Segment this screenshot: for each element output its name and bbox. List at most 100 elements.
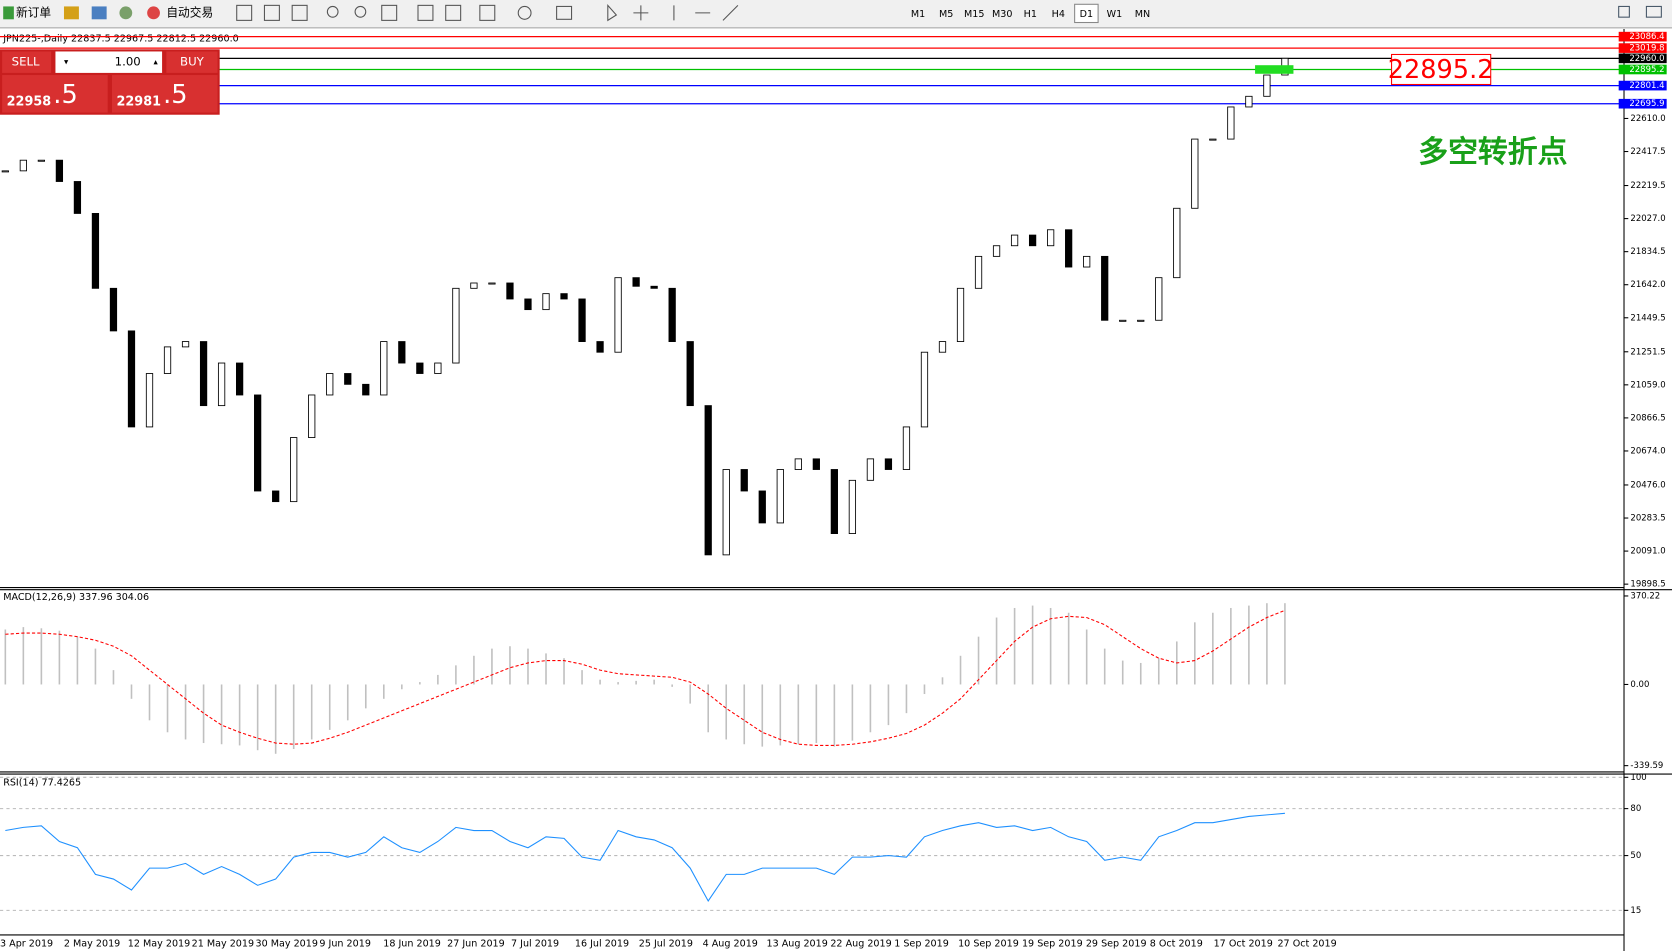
candle [1065, 229, 1073, 268]
bid-box[interactable] [2, 75, 108, 113]
y-tick-label: 20283.5 [1630, 514, 1665, 524]
timeframe-button[interactable]: H1 [1024, 9, 1037, 20]
icon[interactable] [63, 6, 79, 20]
chart-header: JPN225-,Daily 22837.5 22967.5 22812.5 22… [2, 34, 239, 45]
x-tick-label: 22 Aug 2019 [830, 938, 891, 949]
y-tick-label: 21834.5 [1630, 247, 1665, 257]
buy-button[interactable] [166, 51, 218, 73]
y-tick-label: 21251.5 [1630, 347, 1665, 357]
candle [1047, 229, 1055, 247]
annotation: 多空转折点 [1418, 135, 1567, 170]
level-tag [1618, 31, 1667, 42]
candle [1155, 277, 1163, 321]
candle [37, 159, 46, 162]
level-label: 22895.2 [1629, 65, 1664, 75]
level-label: 23086.4 [1629, 32, 1664, 42]
timeframe-button[interactable]: M5 [939, 9, 953, 20]
buy-label[interactable]: BUY [180, 55, 205, 69]
new-order-icon[interactable] [3, 6, 14, 20]
search-icon[interactable] [1618, 5, 1630, 18]
lots-up[interactable]: ▴ [154, 58, 159, 68]
candle [254, 394, 262, 492]
candle [326, 373, 334, 396]
y-tick-label: 22610.0 [1630, 114, 1665, 124]
sell-button[interactable] [2, 51, 52, 73]
y-tick-label: 15 [1630, 906, 1641, 916]
candle [848, 479, 857, 534]
candle [902, 426, 911, 470]
candle [290, 437, 298, 503]
icon[interactable] [119, 6, 133, 20]
timeframe-button[interactable]: M15 [964, 9, 984, 20]
candle [920, 351, 929, 428]
timeframe-button[interactable]: W1 [1107, 9, 1123, 20]
bid-pips[interactable]: .5 [53, 80, 77, 110]
marker-band [1255, 65, 1294, 74]
y-tick-label: 100 [1630, 773, 1646, 783]
toolbar [0, 0, 1672, 28]
lots-down[interactable]: ▾ [64, 58, 69, 68]
candle [578, 298, 586, 342]
x-tick-label: 16 Jul 2019 [575, 938, 629, 949]
trade-panel: SELL ▾ 1.00 ▴ BUY 22958 .5 22981 .5 [0, 49, 220, 115]
timeframe-button[interactable]: M30 [992, 9, 1012, 20]
x-tick-label: 3 Apr 2019 [0, 938, 53, 949]
x-tick-label: 21 May 2019 [192, 938, 255, 949]
y-tick-label: 22219.5 [1630, 181, 1665, 191]
timeframe-button[interactable]: H4 [1052, 9, 1065, 20]
new-order[interactable]: 新订单 [16, 5, 51, 19]
y-tick-label: 22417.5 [1630, 147, 1665, 157]
candle [434, 362, 442, 374]
chat-icon[interactable] [1645, 5, 1662, 18]
rsi-header: RSI(14) 77.4265 [3, 778, 81, 789]
x-tick-label: 27 Oct 2019 [1277, 938, 1336, 949]
y-tick-label: 370.22 [1630, 591, 1660, 601]
candle [812, 458, 820, 470]
candle [308, 394, 316, 438]
candle [19, 159, 27, 172]
candle [1119, 319, 1127, 322]
candle [740, 469, 748, 492]
timeframe-button[interactable]: M1 [911, 9, 925, 20]
candle [884, 458, 893, 470]
rsi-line [5, 812, 1285, 902]
candle [1, 170, 9, 173]
candle [938, 341, 947, 353]
x-tick-label: 18 Jun 2019 [383, 938, 441, 949]
timeframe-button[interactable]: MN [1135, 9, 1150, 20]
candle [632, 277, 640, 287]
icon[interactable] [91, 6, 107, 20]
y-tick-label: 0.00 [1630, 680, 1649, 690]
timeframe-active[interactable] [1074, 3, 1099, 24]
candle [668, 287, 676, 342]
candle [650, 285, 658, 289]
bid-price[interactable]: 22958 [7, 94, 52, 109]
candle [776, 469, 784, 524]
level-tag [1618, 53, 1667, 64]
x-tick-label: 4 Aug 2019 [703, 938, 758, 949]
x-tick-label: 19 Sep 2019 [1022, 938, 1083, 949]
candle [91, 213, 100, 289]
candle [758, 490, 766, 524]
ask-pips[interactable]: .5 [163, 80, 187, 110]
x-tick-label: 9 Jun 2019 [319, 938, 371, 949]
timeframe-button[interactable]: D1 [1080, 9, 1093, 20]
x-tick-label: 27 Jun 2019 [447, 938, 505, 949]
candle [704, 405, 712, 556]
lots-input[interactable] [55, 51, 163, 73]
auto-trading-icon[interactable] [147, 6, 160, 20]
lots-value[interactable]: 1.00 [115, 55, 141, 69]
candle [398, 341, 406, 364]
ask-box[interactable] [111, 75, 218, 113]
ask-price[interactable]: 22981 [116, 94, 161, 109]
sell-label[interactable]: SELL [12, 55, 40, 69]
candle [199, 341, 208, 407]
auto-trading[interactable]: 自动交易 [166, 5, 213, 19]
signal-line [5, 609, 1286, 746]
candle [452, 287, 460, 364]
candle [830, 469, 838, 534]
candle [1245, 95, 1253, 108]
candle [380, 341, 388, 396]
